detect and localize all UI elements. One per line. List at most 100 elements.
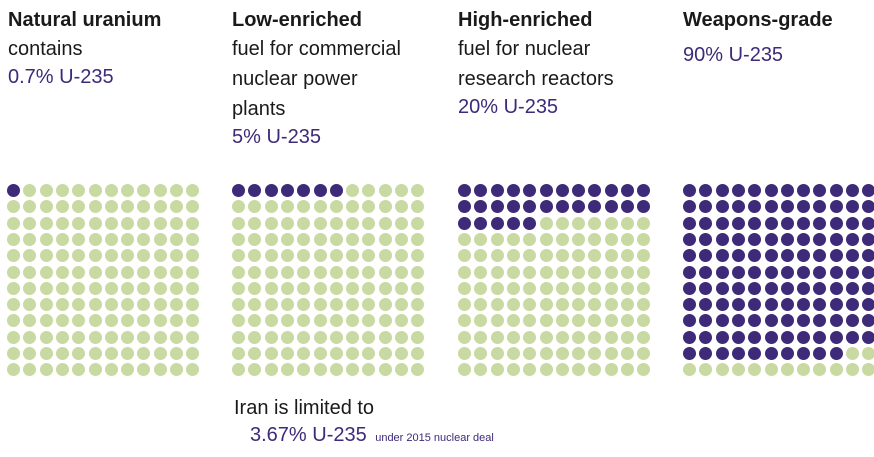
waffle-dot-u238: [55, 200, 69, 214]
waffle-dot-u238: [555, 232, 569, 246]
waffle-dot-u238: [264, 363, 278, 377]
waffle-dot-u238: [572, 232, 586, 246]
column-description: contains: [8, 38, 83, 60]
waffle-dot-u235: [523, 184, 537, 197]
waffle-dot-u238: [621, 249, 634, 263]
waffle-dot-u235: [506, 216, 520, 230]
waffle-dot-u238: [621, 363, 634, 377]
waffle-dot-u235: [813, 330, 827, 344]
waffle-dot-u238: [862, 363, 874, 377]
waffle-dot-u238: [137, 216, 151, 230]
waffle-dot-u238: [104, 200, 118, 214]
waffle-dot-u238: [329, 298, 343, 312]
waffle-dot-u238: [153, 347, 167, 360]
waffle-dot-u238: [55, 184, 69, 197]
column-description: fuel for commercial nuclear power plants: [232, 38, 401, 120]
waffle-dot-u238: [523, 347, 537, 360]
waffle-dot-u238: [474, 314, 488, 328]
waffle-dot-u238: [280, 249, 294, 263]
waffle-dot-u238: [539, 232, 553, 246]
waffle-dot-u238: [88, 232, 102, 246]
waffle-dot-u238: [506, 265, 520, 279]
waffle-dot-u238: [232, 298, 245, 312]
waffle-dot-u235: [748, 265, 762, 279]
waffle-dot-u238: [297, 298, 311, 312]
waffle-dot-u238: [329, 281, 343, 295]
waffle-dot-u238: [395, 347, 408, 360]
waffle-dot-u238: [137, 314, 151, 328]
waffle-dot-u238: [604, 232, 618, 246]
waffle-dot-u238: [555, 330, 569, 344]
waffle-dot-u235: [813, 184, 827, 197]
waffle-dot-u235: [862, 232, 874, 246]
waffle-dot-u235: [780, 347, 794, 360]
waffle-dot-u238: [346, 363, 360, 377]
waffle-dot-u235: [846, 184, 859, 197]
waffle-dot-u238: [378, 200, 392, 214]
waffle-dot-u238: [23, 216, 37, 230]
waffle-dot-u238: [88, 265, 102, 279]
waffle-dot-u238: [780, 363, 794, 377]
waffle-dot-u235: [458, 200, 471, 214]
waffle-dot-u235: [731, 330, 745, 344]
waffle-dot-u238: [378, 330, 392, 344]
waffle-dot-u238: [297, 232, 311, 246]
waffle-dot-u238: [23, 298, 37, 312]
waffle-dot-u235: [699, 265, 713, 279]
waffle-dot-u235: [764, 200, 778, 214]
waffle-dot-u238: [346, 314, 360, 328]
waffle-dot-u235: [474, 216, 488, 230]
waffle-dot-u235: [699, 232, 713, 246]
waffle-dot-u238: [297, 281, 311, 295]
waffle-dot-u238: [506, 232, 520, 246]
waffle-dot-u238: [458, 347, 471, 360]
waffle-dot-u238: [264, 298, 278, 312]
waffle-dot-u238: [280, 347, 294, 360]
waffle-dot-u235: [764, 314, 778, 328]
waffle-dot-u235: [797, 232, 811, 246]
waffle-dot-u238: [121, 232, 135, 246]
waffle-dot-u238: [170, 298, 183, 312]
waffle-dot-u238: [39, 265, 53, 279]
waffle-dot-u238: [297, 330, 311, 344]
waffle-dot-u235: [555, 184, 569, 197]
waffle-dot-u238: [395, 249, 408, 263]
waffle-dot-u238: [153, 216, 167, 230]
waffle-dot-u235: [813, 281, 827, 295]
waffle-dot-u238: [395, 184, 408, 197]
waffle-dot-u238: [539, 330, 553, 344]
waffle-dot-u238: [474, 330, 488, 344]
waffle-dot-u238: [121, 249, 135, 263]
column-low-enriched: Low-enriched fuel for commercial nuclear…: [232, 8, 401, 150]
waffle-dot-u238: [395, 314, 408, 328]
waffle-dot-u238: [458, 298, 471, 312]
waffle-dot-u235: [780, 216, 794, 230]
waffle-dot-u238: [72, 281, 86, 295]
waffle-dot-u238: [862, 347, 874, 360]
waffle-dot-u238: [7, 298, 20, 312]
waffle-dot-u238: [121, 298, 135, 312]
waffle-dot-u238: [523, 249, 537, 263]
waffle-dot-u238: [555, 347, 569, 360]
waffle-dot-u235: [731, 216, 745, 230]
waffle-dot-u238: [153, 298, 167, 312]
waffle-dot-u235: [715, 298, 729, 312]
waffle-dot-u238: [55, 281, 69, 295]
waffle-dot-u238: [411, 265, 425, 279]
waffle-dot-u238: [104, 314, 118, 328]
waffle-dot-u235: [846, 265, 859, 279]
waffle-dot-u238: [186, 249, 200, 263]
waffle-dot-u238: [378, 265, 392, 279]
waffle-dot-u238: [121, 265, 135, 279]
waffle-dot-u235: [621, 200, 634, 214]
waffle-dot-u235: [780, 200, 794, 214]
waffle-dot-u238: [232, 314, 245, 328]
waffle-dot-u238: [329, 347, 343, 360]
waffle-dot-u238: [474, 298, 488, 312]
waffle-dot-u238: [170, 184, 183, 197]
waffle-dot-u238: [395, 232, 408, 246]
waffle-dot-u238: [23, 200, 37, 214]
waffle-dot-u238: [395, 363, 408, 377]
waffle-dot-u235: [539, 200, 553, 214]
waffle-dot-u238: [506, 249, 520, 263]
